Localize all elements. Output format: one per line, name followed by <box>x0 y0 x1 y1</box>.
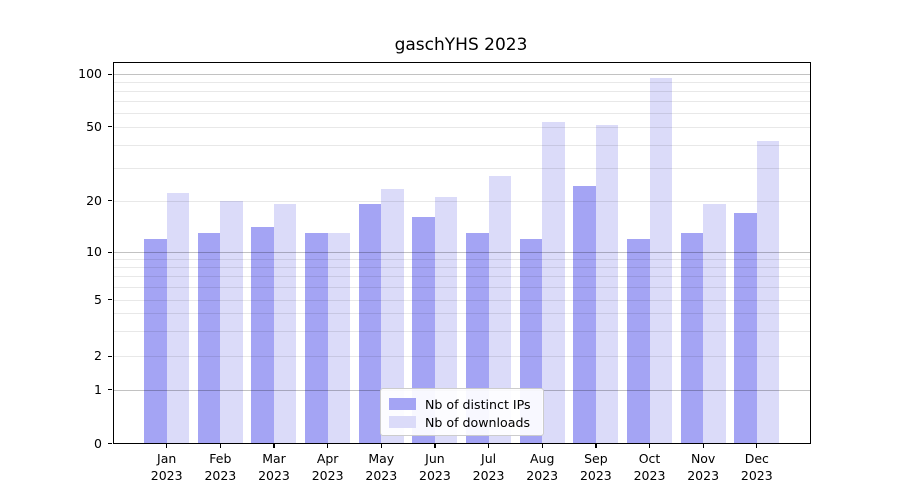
x-tick-mark <box>380 444 382 448</box>
x-tick-mark <box>648 444 651 448</box>
x-tick-label-sep: Sep 2023 <box>579 451 612 483</box>
legend-swatch-downloads <box>389 415 416 429</box>
y-tick-mark <box>108 443 112 445</box>
x-tick-label-mar: Mar 2023 <box>258 451 290 483</box>
x-tick-mark <box>487 444 490 448</box>
x-tick-mark <box>273 444 275 448</box>
x-tick-label-dec: Dec 2023 <box>740 451 773 483</box>
x-tick-label-aug: Aug 2023 <box>526 451 559 483</box>
y-tick-label: 10 <box>86 244 102 259</box>
legend-label-distinct-ips: Nb of distinct IPs <box>425 396 531 412</box>
plot-border <box>112 61 811 444</box>
x-tick-mark <box>595 444 597 448</box>
x-tick-label-apr: Apr 2023 <box>311 451 344 483</box>
x-tick-label-jun: Jun 2023 <box>419 451 451 483</box>
x-tick-mark <box>541 444 543 448</box>
x-tick-label-feb: Feb 2023 <box>204 451 237 483</box>
y-tick-label: 100 <box>78 66 102 81</box>
y-tick-label: 50 <box>86 118 102 134</box>
x-tick-label-oct: Oct 2023 <box>633 451 666 483</box>
legend-label-downloads: Nb of downloads <box>425 414 531 430</box>
legend-row: Nb of downloads <box>389 413 533 431</box>
x-tick-label-may: May 2023 <box>365 451 398 483</box>
x-tick-label-jan: Jan 2023 <box>150 451 183 483</box>
y-tick-label: 0 <box>94 435 102 451</box>
y-tick-mark <box>108 200 112 202</box>
y-tick-mark <box>108 355 112 357</box>
x-tick-mark <box>756 444 758 448</box>
x-tick-mark <box>326 444 329 448</box>
legend-swatch-distinct-ips <box>389 397 416 411</box>
legend: Nb of distinct IPs Nb of downloads <box>380 388 544 436</box>
y-tick-label: 1 <box>94 381 102 397</box>
x-tick-mark <box>166 444 168 448</box>
y-tick-mark <box>108 251 112 253</box>
y-tick-mark <box>108 299 112 301</box>
y-tick-label: 2 <box>94 348 102 364</box>
chart-title: gaschYHS 2023 <box>394 35 528 55</box>
x-tick-mark <box>702 444 704 448</box>
y-tick-mark <box>108 73 112 75</box>
y-tick-mark <box>108 126 112 128</box>
x-tick-label-nov: Nov 2023 <box>687 451 720 483</box>
y-tick-label: 20 <box>86 192 102 208</box>
y-tick-label: 5 <box>94 291 102 307</box>
legend-row: Nb of distinct IPs <box>389 395 533 413</box>
x-tick-label-jul: Jul 2023 <box>472 451 505 483</box>
x-tick-mark <box>434 444 436 448</box>
x-tick-mark <box>219 444 221 448</box>
y-tick-mark <box>108 389 112 391</box>
